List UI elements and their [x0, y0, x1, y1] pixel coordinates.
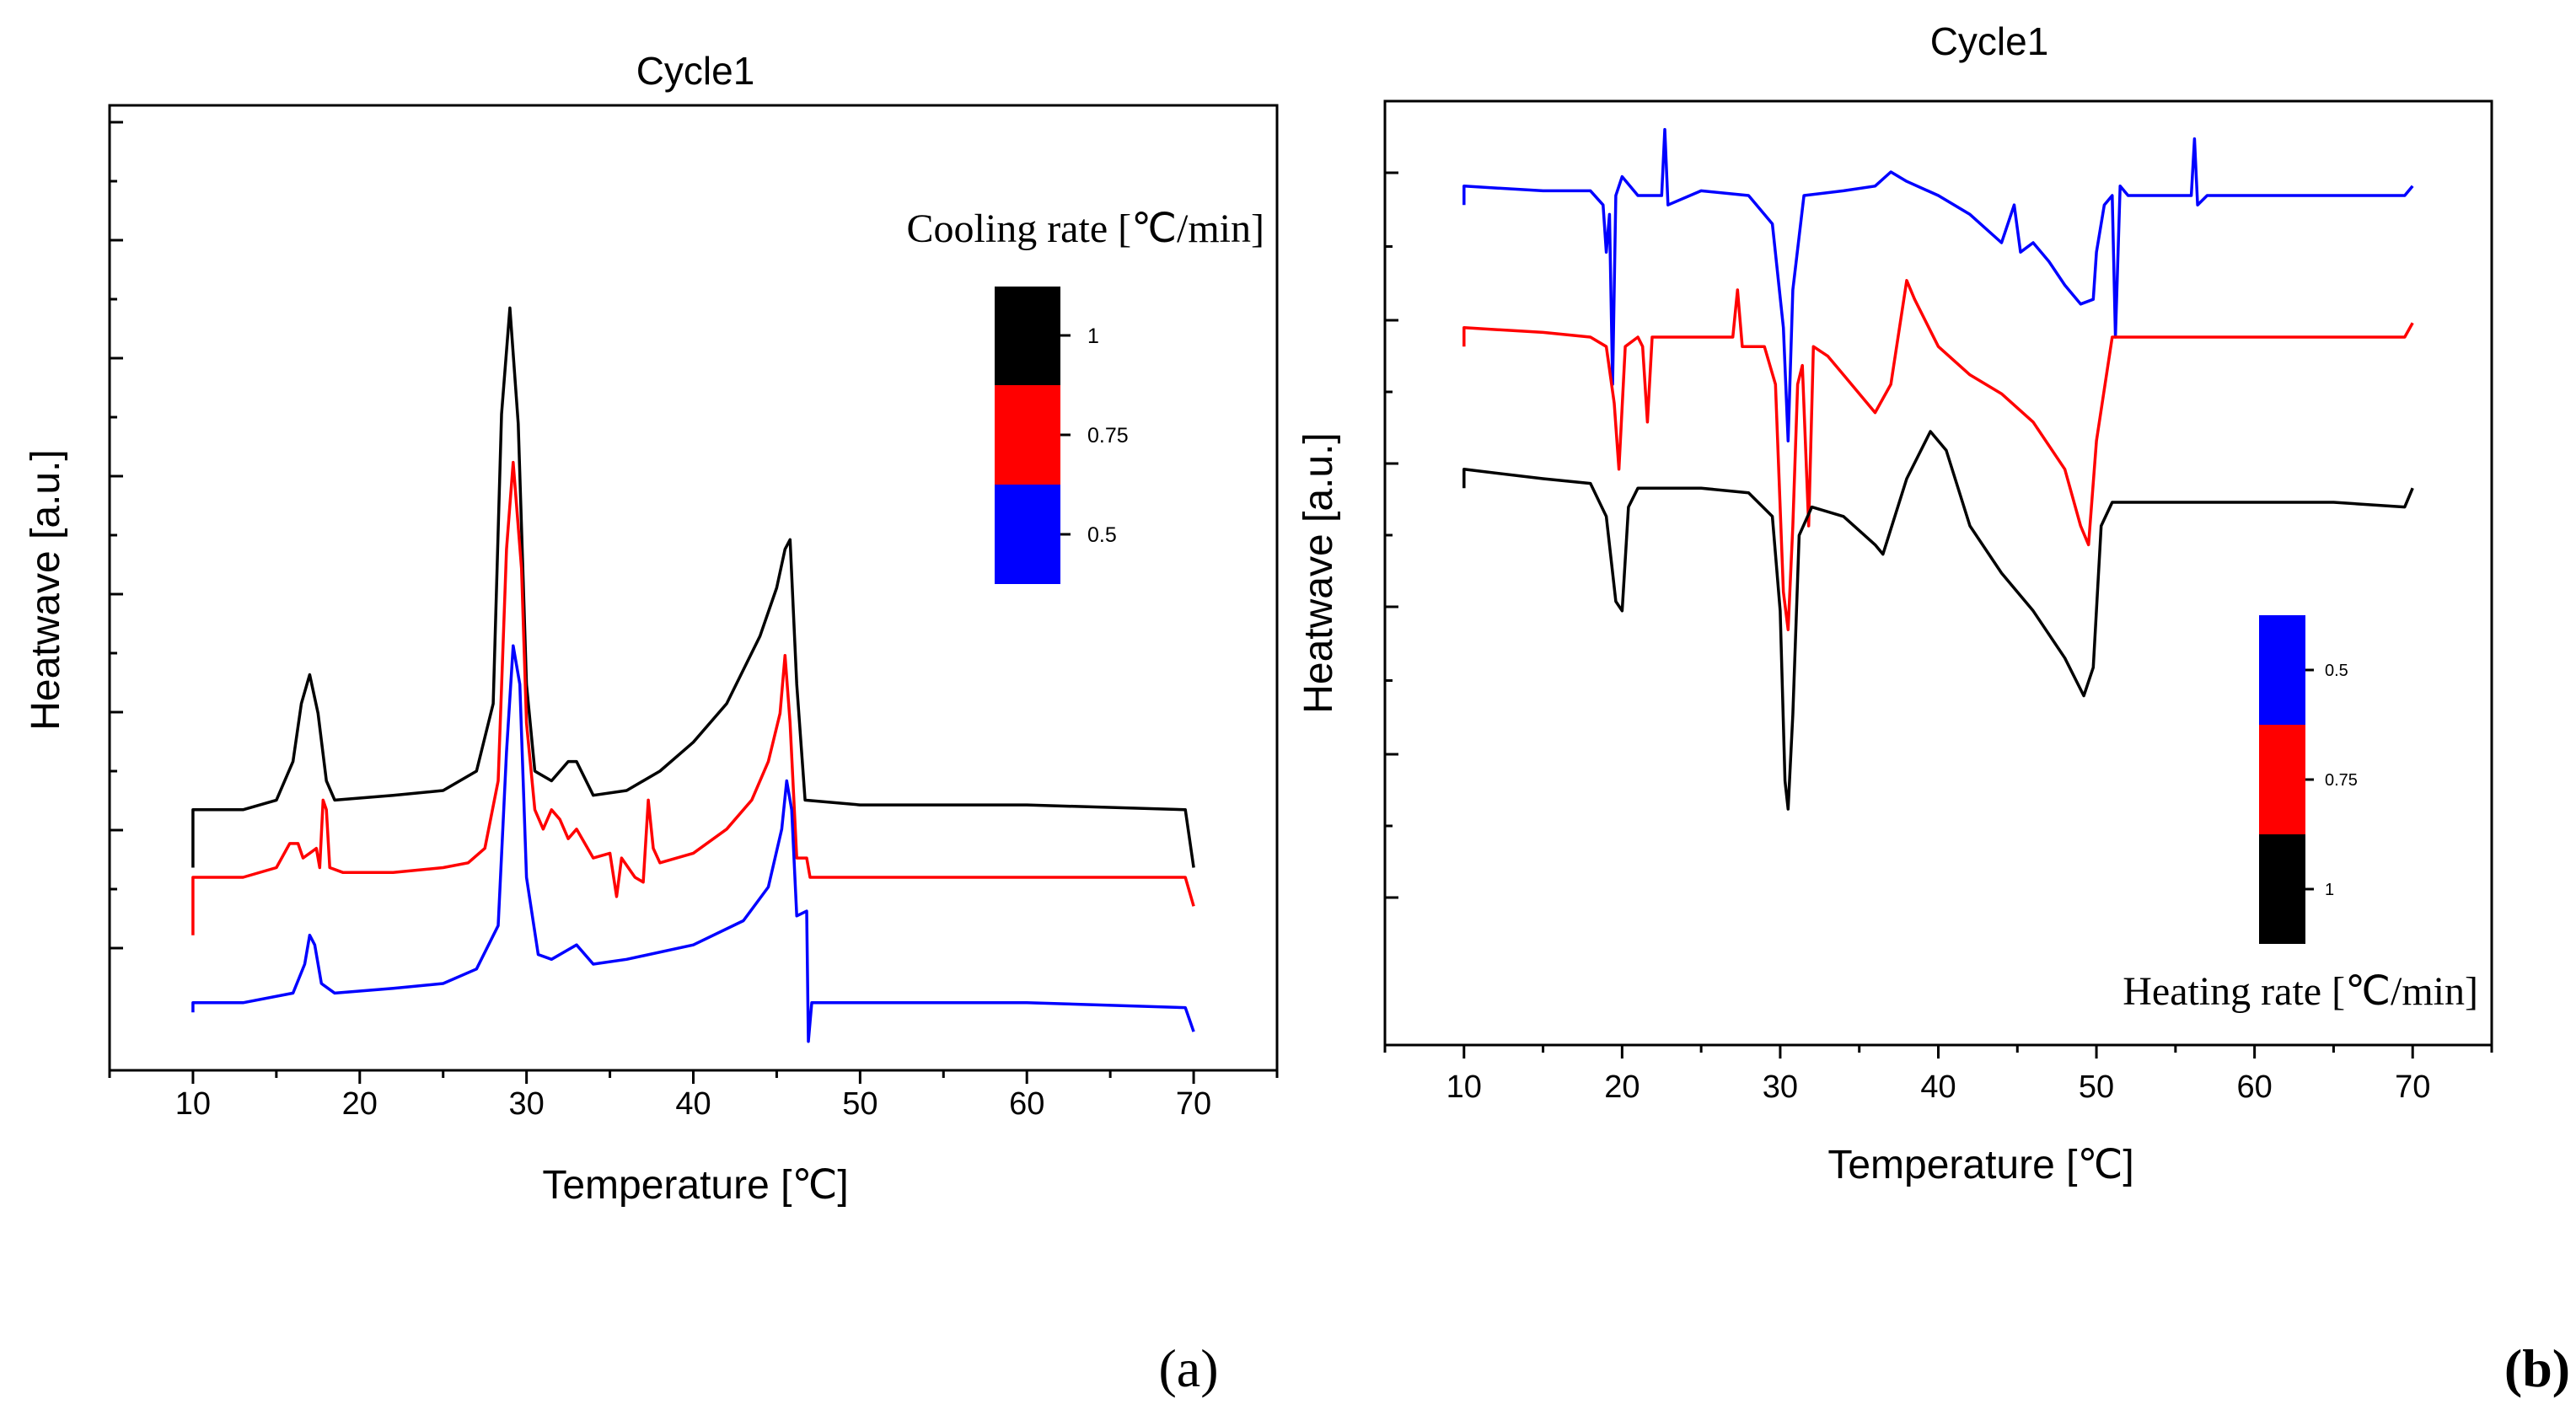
chart-a-x-tick-label: 10	[175, 1086, 211, 1122]
chart-b-legend-swatch-0-5	[2259, 615, 2305, 725]
chart-a-legend-title: Cooling rate [℃/min]	[907, 206, 1265, 251]
chart-a-x-tick-label: 40	[675, 1086, 711, 1122]
chart-b-xlabel: Temperature [℃]	[1827, 1143, 2133, 1187]
chart-a-series-0-75-line	[191, 460, 1195, 935]
chart-b-legend-label-0-5: 0.5	[2325, 662, 2348, 680]
chart-a-series-0-5-line	[191, 644, 1195, 1043]
chart-b-x-tick-label: 60	[2237, 1069, 2273, 1105]
chart-a-xlabel: Temperature [℃]	[542, 1163, 848, 1208]
chart-a: Cycle1 Heatwave [a.u.] Temperature [℃] 1…	[24, 49, 1279, 1208]
chart-a-x-tick-label: 20	[342, 1086, 378, 1122]
chart-a-x-tick-label: 50	[842, 1086, 877, 1122]
chart-a-legend-swatch-0-75	[995, 385, 1060, 485]
panel-label-a: (a)	[1158, 1338, 1218, 1398]
chart-b-x-tick-label: 70	[2395, 1069, 2430, 1105]
chart-a-ylabel: Heatwave [a.u.]	[24, 449, 68, 731]
chart-b-x-tick-label: 40	[1920, 1069, 1956, 1105]
chart-b-title: Cycle1	[1930, 19, 2049, 63]
chart-b-x-tick-label: 20	[1604, 1069, 1640, 1105]
chart-b-legend-swatch-0-75	[2259, 725, 2305, 834]
chart-b-series-0-5-line	[1462, 127, 2414, 442]
chart-b-legend-title: Heating rate [℃/min]	[2123, 969, 2478, 1014]
chart-b: Cycle1 Heatwave [a.u.] Temperature [℃] 1…	[1296, 19, 2493, 1187]
chart-a-legend-label-1: 1	[1087, 324, 1099, 348]
chart-b-legend: 0.5 0.75 1	[2259, 615, 2358, 944]
chart-b-x-tick-label: 30	[1763, 1069, 1798, 1105]
chart-a-x-tick-label: 70	[1176, 1086, 1211, 1122]
chart-a-y-axis	[110, 121, 123, 950]
chart-a-legend-label-0-75: 0.75	[1087, 424, 1129, 448]
chart-b-plot-area	[1462, 127, 2414, 811]
chart-b-legend-label-1: 1	[2325, 881, 2334, 899]
panel-label-b: (b)	[2504, 1338, 2570, 1398]
chart-b-x-tick-label: 50	[2079, 1069, 2114, 1105]
chart-b-x-tick-label: 10	[1446, 1069, 1482, 1105]
chart-a-x-tick-label: 30	[509, 1086, 545, 1122]
chart-b-y-axis	[1385, 171, 1398, 899]
chart-b-x-axis: 10 20 30 40 50 60 70	[1383, 1045, 2493, 1105]
chart-b-series-0-75-line	[1462, 279, 2414, 631]
chart-a-legend-swatch-0-5	[995, 485, 1060, 584]
chart-a-title: Cycle1	[636, 49, 755, 93]
chart-a-legend-label-0-5: 0.5	[1087, 523, 1117, 547]
chart-b-series-1-line	[1462, 430, 2414, 811]
chart-b-legend-swatch-1	[2259, 834, 2305, 944]
chart-b-ylabel: Heatwave [a.u.]	[1296, 432, 1341, 714]
chart-a-legend-swatch-1	[995, 287, 1060, 385]
chart-b-frame	[1383, 99, 2493, 1047]
chart-a-x-tick-label: 60	[1009, 1086, 1044, 1122]
chart-b-legend-label-0-75: 0.75	[2325, 771, 2358, 790]
chart-a-frame	[108, 104, 1279, 1072]
chart-a-plot-area	[191, 306, 1195, 1043]
chart-a-legend: 1 0.75 0.5	[995, 287, 1129, 584]
chart-a-x-axis: 10 20 30 40 50 60 70	[108, 1070, 1279, 1122]
chart-a-series-1-line	[191, 306, 1195, 868]
